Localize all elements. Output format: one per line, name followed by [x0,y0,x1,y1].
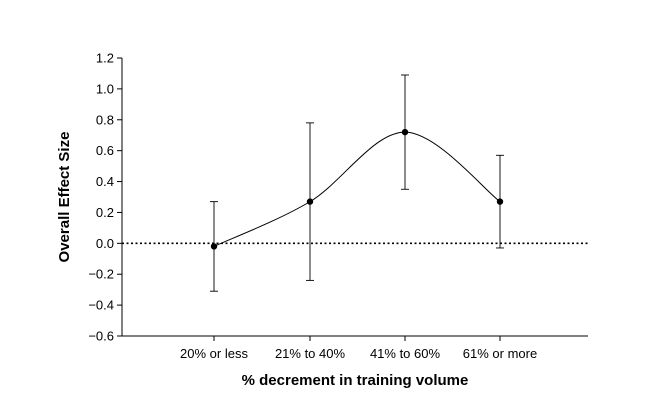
y-tick-label: −0.4 [88,298,114,313]
x-tick-label: 41% to 60% [370,346,441,361]
x-axis-title: % decrement in training volume [242,372,469,389]
points-group [210,128,504,250]
data-point [496,198,504,205]
y-tick-label: 0.4 [96,174,114,189]
y-tick-label: 0.6 [96,143,114,158]
curve-group [213,131,501,247]
data-point [306,198,314,205]
y-tick-label: 1.0 [96,81,114,96]
x-tick-label: 21% to 40% [275,346,346,361]
y-tick-label: 0.8 [96,112,114,127]
axes-group [117,57,588,341]
x-tick-label: 61% or more [463,346,537,361]
y-tick-label: 1.2 [96,51,114,66]
y-tick-label: 0.2 [96,205,114,220]
y-tick-label: −0.6 [88,329,114,344]
y-tick-label: −0.2 [88,267,114,282]
y-axis-title: Overall Effect Size [56,132,73,263]
error-bars-group [210,74,504,292]
y-tick-label: 0.0 [96,236,114,251]
data-point [210,243,218,250]
labels-group: −0.6 −0.4 −0.2 0.0 0.2 0.4 0.6 0.8 1.0 1.2 20% or … [56,51,537,390]
data-point [401,128,409,136]
x-tick-label: 20% or less [180,346,248,361]
series-curve [213,131,501,247]
